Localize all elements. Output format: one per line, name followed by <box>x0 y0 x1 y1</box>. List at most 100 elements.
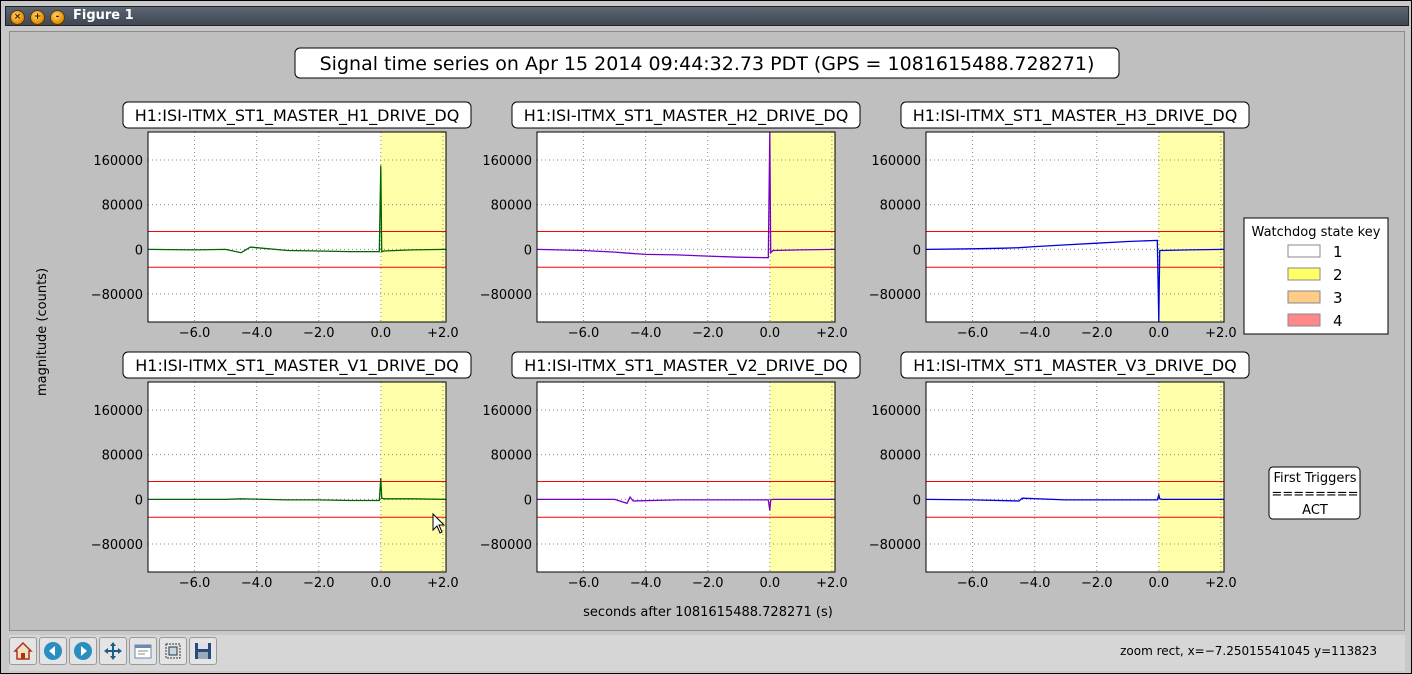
minimize-window-icon[interactable]: - <box>50 10 65 25</box>
x-tick-label: −2.0 <box>303 576 335 591</box>
legend-label: 2 <box>1333 266 1343 284</box>
back-icon <box>44 642 62 660</box>
y-tick-label: 0 <box>913 243 921 258</box>
legend-label: 4 <box>1333 312 1343 330</box>
home-button[interactable] <box>9 637 37 665</box>
figure-suptitle: Signal time series on Apr 15 2014 09:44:… <box>320 53 1095 75</box>
axes-frame <box>147 131 447 323</box>
subplot-title: H1:ISI-ITMX_ST1_MASTER_H1_DRIVE_DQ <box>135 106 460 126</box>
subplot-title-box <box>511 351 861 379</box>
axes-frame <box>536 381 836 573</box>
x-tick-label: −2.0 <box>1081 576 1113 591</box>
y-tick-label: 0 <box>524 243 532 258</box>
save-icon <box>195 643 211 659</box>
y-tick-label: 160000 <box>871 154 921 169</box>
x-tick-label: 0.0 <box>370 326 391 341</box>
x-tick-label: +2.0 <box>1205 326 1237 341</box>
subplot-title: H1:ISI-ITMX_ST1_MASTER_V2_DRIVE_DQ <box>524 356 848 376</box>
subplot-title-box <box>122 351 472 379</box>
series-line <box>147 165 447 254</box>
y-tick-label: −80000 <box>869 538 921 553</box>
close-window-icon[interactable]: × <box>10 10 25 25</box>
y-tick-label: −80000 <box>869 288 921 303</box>
y-tick-label: −80000 <box>480 288 532 303</box>
state-shading <box>769 132 835 322</box>
forward-button[interactable] <box>69 637 97 665</box>
y-tick-label: −80000 <box>91 538 143 553</box>
y-tick-label: −80000 <box>480 538 532 553</box>
subplot-2[interactable]: −6.0 −4.0 −2.0 0.0 +2.0 160000 80000 0 −80000 H1:… <box>480 101 861 341</box>
figure-canvas[interactable]: Signal time series on Apr 15 2014 09:44:… <box>9 31 1405 631</box>
legend-swatch <box>1287 313 1321 327</box>
x-tick-label: 0.0 <box>370 576 391 591</box>
y-tick-label: 160000 <box>871 404 921 419</box>
x-tick-label: −4.0 <box>1019 326 1051 341</box>
y-tick-label: 160000 <box>93 404 143 419</box>
subplot-title-box <box>122 101 472 129</box>
pan-button[interactable] <box>99 637 127 665</box>
x-tick-label: −4.0 <box>630 576 662 591</box>
state-shading <box>380 382 446 572</box>
back-button[interactable] <box>39 637 67 665</box>
maximize-window-icon[interactable]: + <box>30 10 45 25</box>
axes-frame <box>925 131 1225 323</box>
figure-svg[interactable]: Signal time series on Apr 15 2014 09:44:… <box>10 32 1404 630</box>
x-tick-label: −6.0 <box>568 576 600 591</box>
x-tick-label: −2.0 <box>692 576 724 591</box>
subplot-5[interactable]: −6.0 −4.0 −2.0 0.0 +2.0 160000 80000 0 −80000 H1:… <box>480 351 861 591</box>
x-tick-label: −4.0 <box>1019 576 1051 591</box>
x-tick-label: 0.0 <box>1148 576 1169 591</box>
axes-frame <box>147 381 447 573</box>
subplot-title: H1:ISI-ITMX_ST1_MASTER_V3_DRIVE_DQ <box>913 356 1237 376</box>
legend-label: 3 <box>1333 289 1343 307</box>
save-button[interactable] <box>189 637 217 665</box>
watchdog-legend: Watchdog state key 1 2 3 4 <box>1243 217 1389 335</box>
y-tick-label: 160000 <box>482 404 532 419</box>
legend-label: 1 <box>1333 243 1343 261</box>
x-tick-label: −2.0 <box>1081 326 1113 341</box>
configure-subplots-icon <box>134 644 152 659</box>
subplot-title-box <box>900 101 1250 129</box>
first-triggers-box: First Triggers ======== ACT <box>1268 466 1361 520</box>
triggers-title: First Triggers <box>1273 471 1356 486</box>
navigation-toolbar: zoom rect, x=−7.25015541045 y=113823 <box>9 635 1405 671</box>
y-tick-label: 160000 <box>482 154 532 169</box>
suptitle-box <box>294 47 1120 79</box>
x-tick-label: 0.0 <box>759 576 780 591</box>
y-tick-label: 0 <box>913 493 921 508</box>
x-tick-label: −6.0 <box>957 576 989 591</box>
subplot-title-box <box>900 351 1250 379</box>
x-tick-label: −6.0 <box>957 326 989 341</box>
pan-icon <box>104 642 122 660</box>
y-tick-label: 80000 <box>491 449 532 464</box>
cursor-status: zoom rect, x=−7.25015541045 y=113823 <box>1120 644 1377 658</box>
legend-swatch <box>1287 290 1321 304</box>
configure-subplots-button[interactable] <box>129 637 157 665</box>
subplot-6[interactable]: −6.0 −4.0 −2.0 0.0 +2.0 160000 80000 0 −80000 H1:… <box>869 351 1250 591</box>
subplot-1[interactable]: −6.0 −4.0 −2.0 0.0 +2.0 160000 80000 0 −80000 H1:… <box>91 101 472 341</box>
x-tick-label: −4.0 <box>241 326 273 341</box>
zoom-button[interactable] <box>159 637 187 665</box>
x-tick-label: 0.0 <box>1148 326 1169 341</box>
state-shading <box>1158 382 1224 572</box>
subplot-4[interactable]: −6.0 −4.0 −2.0 0.0 +2.0 160000 80000 0 −80000 H1:… <box>91 351 472 591</box>
subplot-title: H1:ISI-ITMX_ST1_MASTER_H2_DRIVE_DQ <box>524 106 849 126</box>
subplot-grid: −6.0 −4.0 −2.0 0.0 +2.0 160000 80000 0 −80000 H1:… <box>91 101 1250 591</box>
state-shading <box>380 132 446 322</box>
x-tick-label: +2.0 <box>816 576 848 591</box>
y-tick-label: 80000 <box>880 449 921 464</box>
legend-title: Watchdog state key <box>1252 225 1381 240</box>
triggers-separator: ======== <box>1271 487 1358 502</box>
axes-frame <box>925 381 1225 573</box>
state-shading <box>769 382 835 572</box>
series-line <box>537 495 835 511</box>
state-shading <box>1158 132 1224 322</box>
subplot-title: H1:ISI-ITMX_ST1_MASTER_V1_DRIVE_DQ <box>135 356 459 376</box>
home-icon <box>13 641 33 660</box>
forward-icon <box>74 642 92 660</box>
subplot-3[interactable]: −6.0 −4.0 −2.0 0.0 +2.0 160000 80000 0 −80000 H1:… <box>869 101 1250 341</box>
y-tick-label: 80000 <box>102 199 143 214</box>
y-axis-label: magnitude (counts) <box>35 268 50 396</box>
x-tick-label: +2.0 <box>816 326 848 341</box>
